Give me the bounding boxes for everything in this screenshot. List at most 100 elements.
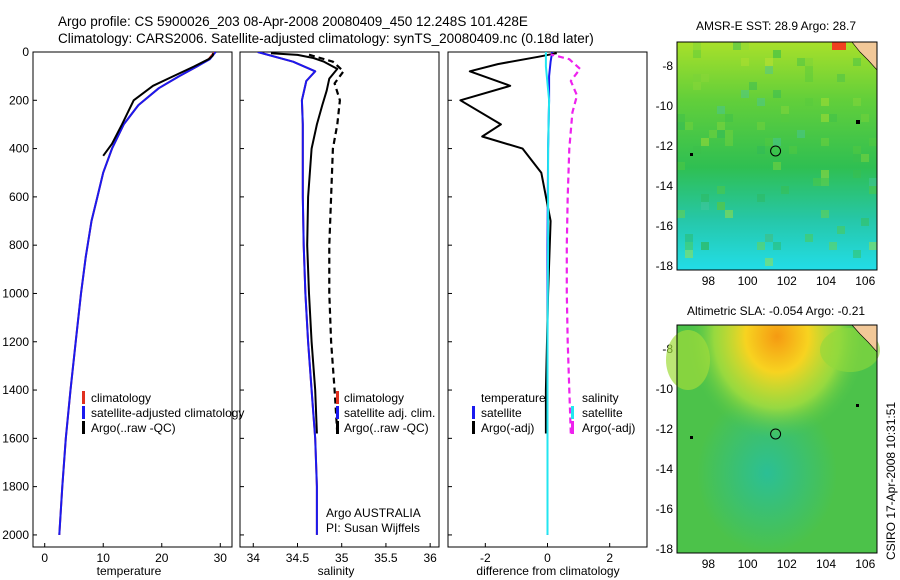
sst-pixel xyxy=(869,186,877,194)
sst-pixel-texture xyxy=(677,42,877,266)
map-y-tick-label: -14 xyxy=(656,462,674,476)
map-x-tick-label: 98 xyxy=(702,557,716,571)
y-tick-label: 2000 xyxy=(2,528,29,542)
sst-pixel xyxy=(797,130,805,138)
sst-pixel xyxy=(685,250,693,258)
sst-pixel xyxy=(693,50,701,58)
salinity-series xyxy=(257,52,345,535)
sst-pixel xyxy=(781,106,789,114)
sst-pixel xyxy=(781,186,789,194)
sst-pixel xyxy=(821,178,829,186)
sla-map-frame xyxy=(676,324,878,554)
legend-swatch-climatology xyxy=(82,391,85,404)
map-y-tick-label: -12 xyxy=(656,422,674,436)
x-tick-label: 36 xyxy=(423,551,437,565)
legend-label-temp-satellite: satellite xyxy=(481,406,522,420)
x-tick-label: 2 xyxy=(606,551,613,565)
sst-map xyxy=(676,41,878,271)
sst-pixel xyxy=(861,218,869,226)
map-y-tick-label: -18 xyxy=(656,542,674,556)
difference-series xyxy=(459,52,582,535)
sst-pixel xyxy=(765,58,773,66)
sst-pixel xyxy=(805,66,813,74)
sst-pixel xyxy=(701,74,709,82)
temperature-legend: climatology satellite-adjusted climatolo… xyxy=(82,391,244,435)
sst-pixel xyxy=(853,58,861,66)
annotation-pi-name: PI: Susan Wijffels xyxy=(326,521,420,535)
sst-pixel xyxy=(765,58,773,66)
sst-pixel xyxy=(717,130,725,138)
header-title-line1: Argo profile: CS 5900026_203 08-Apr-2008… xyxy=(58,14,528,29)
sst-pixel xyxy=(685,122,693,130)
x-tick-label: 34.5 xyxy=(286,551,310,565)
map-y-tick-label: -10 xyxy=(656,382,674,396)
map-y-tick-label: -16 xyxy=(656,502,674,516)
sst-pixel xyxy=(741,58,749,66)
sst-pixel xyxy=(725,130,733,138)
sst-pixel xyxy=(765,138,773,146)
salinity-panel-frame xyxy=(239,51,440,548)
sst-pixel xyxy=(757,194,765,202)
sst-pixel xyxy=(709,130,717,138)
annotation-argo-australia: Argo AUSTRALIA xyxy=(326,506,421,520)
y-tick-label: 1000 xyxy=(2,286,29,300)
map-y-tick-label: -10 xyxy=(656,99,674,113)
island-marker xyxy=(856,404,859,407)
sst-pixel xyxy=(861,154,869,162)
sst-pixel xyxy=(869,138,877,146)
legend-label-climatology: climatology xyxy=(91,391,151,405)
sst-pixel xyxy=(717,186,725,194)
legend-label-temp-argo: Argo(-adj) xyxy=(481,421,534,435)
sst-pixel xyxy=(805,74,813,82)
series-line-temperature-argo-adj xyxy=(459,52,557,434)
y-tick-label: 1200 xyxy=(2,335,29,349)
sst-pixel xyxy=(701,242,709,250)
sst-pixel xyxy=(805,234,813,242)
salinity-axis-label: salinity xyxy=(318,564,355,578)
sst-map-title: AMSR-E SST: 28.9 Argo: 28.7 xyxy=(696,19,856,33)
sst-pixel xyxy=(821,210,829,218)
legend-heading-temperature: temperature xyxy=(481,391,546,405)
header-title-line2: Climatology: CARS2006. Satellite-adjuste… xyxy=(58,31,594,46)
sst-pixel xyxy=(853,154,861,162)
sst-pixel xyxy=(773,162,781,170)
salinity-legend: climatology satellite adj. clim. Argo(..… xyxy=(326,391,435,535)
x-tick-label: 10 xyxy=(97,551,111,565)
sst-pixel xyxy=(725,138,733,146)
sst-pixel xyxy=(765,258,773,266)
sst-pixel xyxy=(757,242,765,250)
sst-pixel xyxy=(837,226,845,234)
difference-legend: temperature satellite Argo(-adj) salinit… xyxy=(472,391,635,435)
sst-pixel xyxy=(805,98,813,106)
sst-pixel xyxy=(717,122,725,130)
sst-pixel xyxy=(837,74,845,82)
sst-pixel xyxy=(733,42,741,50)
legend-label-climatology: climatology xyxy=(344,391,404,405)
legend-heading-salinity: salinity xyxy=(582,391,619,405)
sst-pixel xyxy=(853,146,861,154)
y-tick-label: 400 xyxy=(9,142,29,156)
temperature-panel-frame xyxy=(32,51,233,548)
sst-pixel xyxy=(717,202,725,210)
sst-pixel xyxy=(821,98,829,106)
sla-map-title: Altimetric SLA: -0.054 Argo: -0.21 xyxy=(687,304,865,318)
sst-pixel xyxy=(773,90,781,98)
sst-pixel xyxy=(773,50,781,58)
argo-position-marker xyxy=(770,145,782,157)
axis-ticks: 0 10 20 30020040060080010001200140016001800… xyxy=(2,45,875,571)
series-line-argo-salinity-dashed xyxy=(305,52,345,434)
sst-pixel xyxy=(853,98,861,106)
map-x-tick-label: 102 xyxy=(777,557,797,571)
sst-pixel xyxy=(837,74,845,82)
sst-pixel xyxy=(829,114,837,122)
y-tick-label: 1600 xyxy=(2,431,29,445)
sst-pixel xyxy=(757,122,765,130)
sst-pixel xyxy=(773,50,781,58)
x-tick-label: 20 xyxy=(155,551,169,565)
sst-pixel xyxy=(781,114,789,122)
x-tick-label: 35.5 xyxy=(374,551,398,565)
map-y-tick-label: -18 xyxy=(656,259,674,273)
sst-pixel xyxy=(693,146,701,154)
sst-map-frame xyxy=(676,41,878,271)
